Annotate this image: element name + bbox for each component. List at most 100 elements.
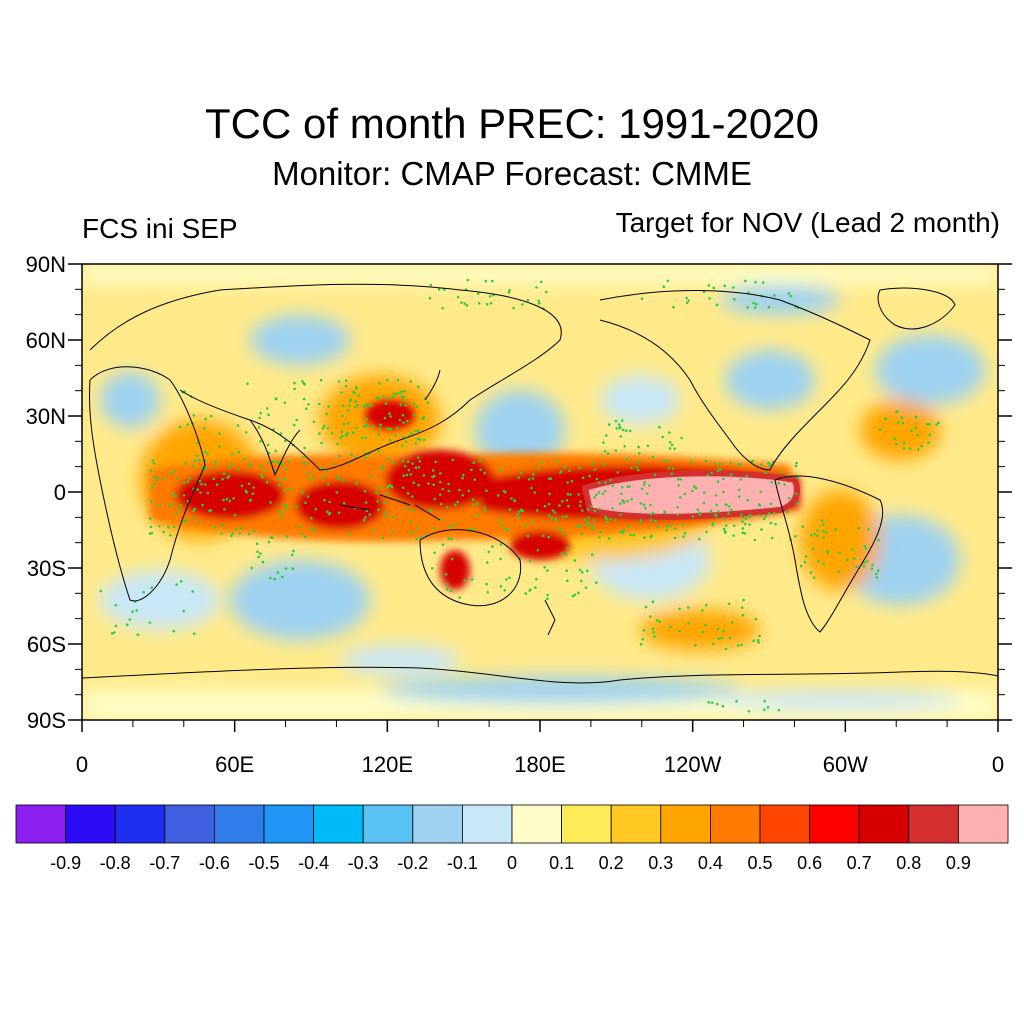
significance-dot xyxy=(535,286,538,289)
significance-dot xyxy=(679,478,683,481)
significance-dot xyxy=(666,459,670,463)
significance-dot xyxy=(566,546,569,550)
field-antarctic-blue xyxy=(380,676,740,704)
significance-dot xyxy=(527,478,531,481)
significance-dot xyxy=(587,516,590,520)
significance-dot xyxy=(711,523,714,527)
significance-dot xyxy=(449,589,453,593)
significance-dot xyxy=(307,478,311,481)
significance-dot xyxy=(391,530,395,533)
significance-dot xyxy=(456,500,460,504)
significance-dot xyxy=(427,482,430,485)
significance-dot xyxy=(401,413,405,417)
significance-dot xyxy=(191,516,194,520)
significance-dot xyxy=(573,559,577,562)
significance-dot xyxy=(220,532,223,535)
significance-dot xyxy=(485,489,488,493)
significance-dot xyxy=(671,467,675,470)
colorbar-swatch xyxy=(809,804,860,844)
significance-dot xyxy=(221,477,224,481)
significance-dot xyxy=(588,474,591,478)
significance-dot xyxy=(584,586,588,589)
significance-dot xyxy=(465,304,469,307)
significance-dot xyxy=(670,443,674,447)
significance-dot xyxy=(417,456,420,460)
significance-dot xyxy=(740,513,743,516)
significance-dot xyxy=(787,496,791,500)
significance-dot xyxy=(439,493,442,496)
significance-dot xyxy=(620,485,624,489)
significance-dot xyxy=(99,589,103,593)
field-blue-7 xyxy=(230,560,370,640)
significance-dot xyxy=(191,590,194,593)
page-title: TCC of month PREC: 1991-2020 xyxy=(205,100,819,147)
significance-dot xyxy=(715,503,719,507)
x-tick-label: 120W xyxy=(664,752,722,777)
significance-dot xyxy=(301,379,304,383)
significance-dot xyxy=(261,560,265,564)
significance-dot xyxy=(411,462,414,465)
significance-dot xyxy=(549,477,553,480)
significance-dot xyxy=(401,444,404,448)
significance-dot xyxy=(651,511,655,515)
significance-dot xyxy=(449,525,452,528)
significance-dot xyxy=(649,503,652,507)
significance-dot xyxy=(508,576,511,579)
significance-dot xyxy=(866,559,869,563)
colorbar-swatch xyxy=(164,804,215,844)
significance-dot xyxy=(292,423,296,427)
field-orange-south xyxy=(640,610,760,650)
significance-dot xyxy=(418,438,422,441)
significance-dot xyxy=(491,545,494,548)
significance-dot xyxy=(862,564,866,568)
significance-dot xyxy=(412,481,416,485)
significance-dot xyxy=(794,492,798,496)
significance-dot xyxy=(479,468,483,472)
significance-dot xyxy=(766,706,770,709)
significance-dot xyxy=(636,460,640,464)
significance-dot xyxy=(593,496,596,499)
significance-dot xyxy=(801,525,804,528)
coast-india xyxy=(249,419,301,477)
significance-dot xyxy=(589,523,593,527)
significance-dot xyxy=(362,424,366,428)
significance-dot xyxy=(543,504,547,508)
colorbar-swatch xyxy=(710,804,761,844)
significance-dot xyxy=(230,534,233,538)
significance-dot xyxy=(528,559,532,563)
significance-dot xyxy=(636,468,640,472)
significance-dot xyxy=(804,555,808,558)
significance-dot xyxy=(113,631,116,634)
significance-dot xyxy=(690,460,693,463)
significance-dot xyxy=(396,378,400,382)
significance-dot xyxy=(598,536,601,539)
significance-dot xyxy=(569,493,572,496)
significance-dot xyxy=(517,516,521,519)
significance-dot xyxy=(753,538,757,542)
significance-dot xyxy=(293,381,296,385)
significance-dot xyxy=(834,528,837,531)
significance-dot xyxy=(321,466,324,470)
significance-dot xyxy=(614,419,618,423)
significance-dot xyxy=(498,518,502,522)
significance-dot xyxy=(473,478,477,481)
significance-dot xyxy=(114,603,118,607)
significance-dot xyxy=(570,479,574,483)
significance-dot xyxy=(486,590,490,594)
significance-dot xyxy=(182,494,186,497)
significance-dot xyxy=(548,492,551,496)
significance-dot xyxy=(809,534,813,537)
significance-dot xyxy=(508,508,512,511)
field-red-aus xyxy=(440,550,470,590)
significance-dot xyxy=(238,532,241,535)
significance-dot xyxy=(237,450,241,454)
significance-dot xyxy=(491,279,494,283)
significance-dot xyxy=(342,422,346,426)
significance-dot xyxy=(259,552,262,555)
significance-dot xyxy=(444,573,448,576)
significance-dot xyxy=(749,515,752,519)
significance-dot xyxy=(389,427,393,431)
colorbar-swatch xyxy=(610,804,662,844)
colorbar-label: 0.3 xyxy=(648,853,673,873)
colorbar-label: -0.3 xyxy=(348,853,379,873)
